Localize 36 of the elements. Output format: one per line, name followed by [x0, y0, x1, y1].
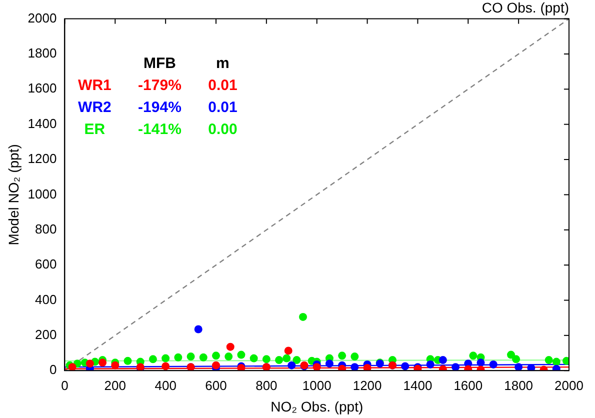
annotation: -179% [138, 76, 182, 94]
x-tick-label: 800 [256, 378, 278, 393]
y-tick-label: 200 [35, 327, 57, 342]
y-tick-label: 400 [35, 292, 57, 307]
annotation: MFB [143, 54, 176, 72]
y-tick-label: 1600 [28, 80, 57, 96]
y-tick-label: 1200 [28, 151, 57, 166]
x-tick-label: 0 [61, 378, 68, 393]
y-tick-label: 1800 [28, 46, 57, 61]
chart-title: CO Obs. (ppt) [482, 0, 569, 16]
x-tick-label: 1200 [352, 378, 382, 393]
annotation: 0.01 [208, 98, 238, 116]
y-tick-label: 0 [49, 362, 57, 378]
y-axis-title: Model NO₂ (ppt) [5, 144, 22, 246]
x-tick-label: 600 [205, 378, 227, 393]
x-tick-label: 400 [154, 378, 176, 393]
x-tick-label: 1000 [302, 378, 332, 393]
annotation: 0.01 [208, 76, 238, 94]
annotation: m [216, 54, 230, 72]
x-tick-label: 1800 [504, 378, 534, 393]
text: WR1 [78, 76, 112, 94]
y-tick-label: 800 [35, 221, 57, 236]
x-tick-label: 2000 [554, 378, 584, 393]
annotation: 0.00 [208, 120, 238, 138]
annotation: -194% [138, 98, 182, 116]
text: ER [84, 120, 106, 138]
y-tick-label: 1400 [28, 116, 57, 131]
y-tick-label: 2000 [28, 10, 57, 26]
text: WR2 [78, 98, 112, 116]
x-tick-label: 1400 [403, 378, 432, 393]
x-tick-label: 200 [104, 378, 126, 393]
x-axis-title: NO₂ Obs. (ppt) [270, 398, 364, 414]
y-tick-label: 1000 [28, 186, 57, 202]
x-tick-label: 1600 [454, 378, 483, 393]
annotation: -141% [138, 120, 182, 138]
y-tick-label: 600 [35, 256, 57, 272]
